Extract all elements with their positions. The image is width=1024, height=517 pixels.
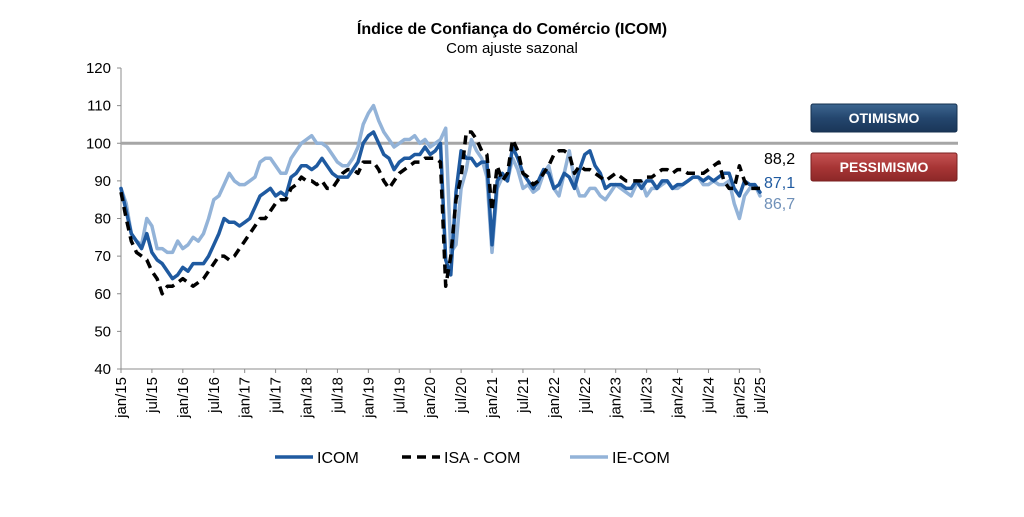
- x-tick-label: jan/15: [113, 377, 130, 419]
- legend-label: IE-COM: [612, 450, 670, 467]
- y-tick-label: 120: [86, 60, 111, 77]
- x-tick-label: jul/22: [577, 377, 594, 414]
- x-tick-label: jan/17: [237, 377, 254, 419]
- legend: ICOM ISA - COM IE-COM: [275, 450, 670, 467]
- axes: 40 50 60 70 80 90 100 110 120 jan/15 jul/15 jan/16 j…: [86, 60, 769, 419]
- x-tick-label: jul/15: [144, 377, 161, 414]
- optimism-badge: OTIMISMO: [810, 103, 958, 133]
- y-tick-label: 50: [94, 323, 111, 340]
- y-tick-label: 60: [94, 286, 111, 303]
- series-line-isa-com: [119, 130, 760, 296]
- y-tick-label: 40: [94, 361, 111, 378]
- series-group: [119, 103, 762, 296]
- x-tick-label: jul/24: [700, 377, 717, 414]
- pessimism-badge: PESSIMISMO: [810, 152, 958, 182]
- x-tick-label: jul/20: [453, 377, 470, 414]
- x-tick-label: jul/17: [268, 377, 285, 414]
- pessimism-label: PESSIMISMO: [840, 159, 929, 175]
- optimism-label: OTIMISMO: [849, 110, 920, 126]
- end-value-label: 86,7: [764, 196, 795, 213]
- x-tick-label: jan/22: [546, 377, 563, 419]
- end-value-label: 87,1: [764, 175, 795, 192]
- y-tick-label: 80: [94, 211, 111, 228]
- chart-title: Índice de Confiança do Comércio (ICOM): [357, 19, 667, 38]
- x-tick-label: jul/23: [639, 377, 656, 414]
- y-tick-label: 100: [86, 135, 111, 152]
- y-tick-label: 110: [87, 98, 111, 115]
- x-tick-label: jan/23: [608, 377, 625, 419]
- x-tick-label: jul/25: [752, 377, 769, 414]
- y-tick-label: 70: [94, 248, 111, 265]
- x-tick-label: jul/18: [329, 377, 346, 414]
- x-tick-label: jan/18: [299, 377, 316, 419]
- x-tick-label: jan/25: [731, 377, 748, 419]
- x-tick-label: jul/21: [515, 377, 532, 414]
- chart-subtitle: Com ajuste sazonal: [446, 40, 578, 57]
- x-tick-label: jan/19: [360, 377, 377, 419]
- x-tick-label: jul/19: [391, 377, 408, 414]
- x-tick-label: jan/20: [422, 377, 439, 419]
- x-tick-label: jan/24: [670, 377, 687, 419]
- series-line-icom: [119, 130, 762, 281]
- y-tick-label: 90: [94, 173, 111, 190]
- end-labels: 88,2 87,1 86,7: [764, 151, 795, 213]
- legend-label: ISA - COM: [444, 450, 520, 467]
- x-tick-label: jan/21: [484, 377, 501, 419]
- series-line-ie-com: [119, 103, 762, 255]
- x-tick-label: jan/16: [175, 377, 192, 419]
- legend-label: ICOM: [317, 450, 359, 467]
- x-tick-label: jul/16: [206, 377, 223, 414]
- end-value-label: 88,2: [764, 151, 795, 168]
